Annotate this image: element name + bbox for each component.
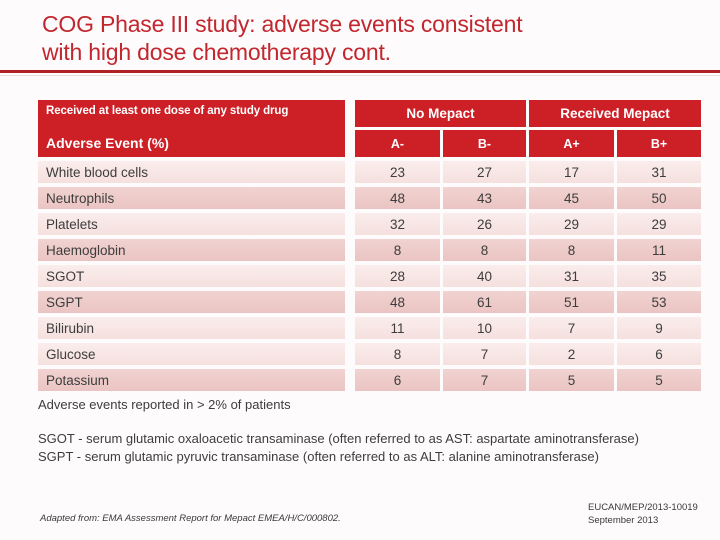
row-value: 8 xyxy=(355,343,440,365)
row-value: 31 xyxy=(529,265,614,287)
row-value: 32 xyxy=(355,213,440,235)
footer-date: September 2013 xyxy=(588,515,659,526)
title-underline-shadow xyxy=(0,75,720,76)
row-value: 31 xyxy=(617,161,701,183)
adverse-events-table: Received at least one dose of any study … xyxy=(38,100,702,395)
row-value: 6 xyxy=(355,369,440,391)
header-left-cell: Received at least one dose of any study … xyxy=(38,100,345,157)
row-value: 5 xyxy=(617,369,701,391)
row-value: 11 xyxy=(355,317,440,339)
row-value: 48 xyxy=(355,187,440,209)
table-body: White blood cells 23 27 17 31 Neutrophils 48 43… xyxy=(38,161,702,391)
header-right-block: No Mepact Received Mepact A- B- A+ B+ xyxy=(355,100,701,157)
note-sgot: SGOT - serum glutamic oxaloacetic transa… xyxy=(38,431,639,446)
note-definitions: SGOT - serum glutamic oxaloacetic transa… xyxy=(38,430,639,466)
row-label: SGOT xyxy=(38,265,345,287)
row-value: 10 xyxy=(443,317,526,339)
title-underline xyxy=(0,70,720,73)
column-group-received-mepact: Received Mepact xyxy=(529,100,701,127)
row-label: Potassium xyxy=(38,369,345,391)
table-row: White blood cells 23 27 17 31 xyxy=(38,161,702,183)
row-value: 26 xyxy=(443,213,526,235)
row-value: 7 xyxy=(443,369,526,391)
row-value: 2 xyxy=(529,343,614,365)
row-value: 50 xyxy=(617,187,701,209)
note-sgpt: SGPT - serum glutamic pyruvic transamina… xyxy=(38,449,599,464)
row-label: Neutrophils xyxy=(38,187,345,209)
page-title-line1: COG Phase III study: adverse events cons… xyxy=(42,11,523,37)
col-header-a-minus: A- xyxy=(355,130,440,157)
row-label: SGPT xyxy=(38,291,345,313)
row-value: 6 xyxy=(617,343,701,365)
row-value: 17 xyxy=(529,161,614,183)
row-value: 23 xyxy=(355,161,440,183)
row-value: 9 xyxy=(617,317,701,339)
row-value: 11 xyxy=(617,239,701,261)
row-label: White blood cells xyxy=(38,161,345,183)
row-value: 48 xyxy=(355,291,440,313)
row-value: 27 xyxy=(443,161,526,183)
table-row: Glucose 8 7 2 6 xyxy=(38,343,702,365)
table-header: Received at least one dose of any study … xyxy=(38,100,702,157)
table-row: Platelets 32 26 29 29 xyxy=(38,213,702,235)
row-value: 7 xyxy=(443,343,526,365)
row-value: 35 xyxy=(617,265,701,287)
row-value: 5 xyxy=(529,369,614,391)
table-row: SGPT 48 61 51 53 xyxy=(38,291,702,313)
table-row: Bilirubin 11 10 7 9 xyxy=(38,317,702,339)
table-row: Haemoglobin 8 8 8 11 xyxy=(38,239,702,261)
page-title-line2: with high dose chemotherapy cont. xyxy=(42,39,391,65)
table-row: SGOT 28 40 31 35 xyxy=(38,265,702,287)
row-value: 8 xyxy=(529,239,614,261)
row-label: Platelets xyxy=(38,213,345,235)
header-left-bottom-label: Adverse Event (%) xyxy=(46,135,169,151)
row-value: 45 xyxy=(529,187,614,209)
footer-reference: EUCAN/MEP/2013-10019 xyxy=(588,502,698,513)
row-value: 29 xyxy=(529,213,614,235)
row-value: 8 xyxy=(355,239,440,261)
row-label: Bilirubin xyxy=(38,317,345,339)
footer-source: Adapted from: EMA Assessment Report for … xyxy=(40,513,341,524)
row-value: 51 xyxy=(529,291,614,313)
col-header-b-plus: B+ xyxy=(617,130,701,157)
row-value: 53 xyxy=(617,291,701,313)
table-row: Neutrophils 48 43 45 50 xyxy=(38,187,702,209)
row-value: 61 xyxy=(443,291,526,313)
footer-reference-block: EUCAN/MEP/2013-10019 September 2013 xyxy=(588,501,698,527)
header-left-top-label: Received at least one dose of any study … xyxy=(46,105,289,117)
column-group-no-mepact: No Mepact xyxy=(355,100,526,127)
col-header-b-minus: B- xyxy=(443,130,526,157)
note-reported: Adverse events reported in > 2% of patie… xyxy=(38,397,291,412)
row-value: 40 xyxy=(443,265,526,287)
row-value: 43 xyxy=(443,187,526,209)
col-header-a-plus: A+ xyxy=(529,130,614,157)
row-label: Haemoglobin xyxy=(38,239,345,261)
row-value: 7 xyxy=(529,317,614,339)
row-value: 28 xyxy=(355,265,440,287)
row-value: 29 xyxy=(617,213,701,235)
row-value: 8 xyxy=(443,239,526,261)
table-row: Potassium 6 7 5 5 xyxy=(38,369,702,391)
page-title: COG Phase III study: adverse events cons… xyxy=(42,10,702,66)
row-label: Glucose xyxy=(38,343,345,365)
header-column-row: A- B- A+ B+ xyxy=(355,130,701,157)
header-group-row: No Mepact Received Mepact xyxy=(355,100,701,127)
